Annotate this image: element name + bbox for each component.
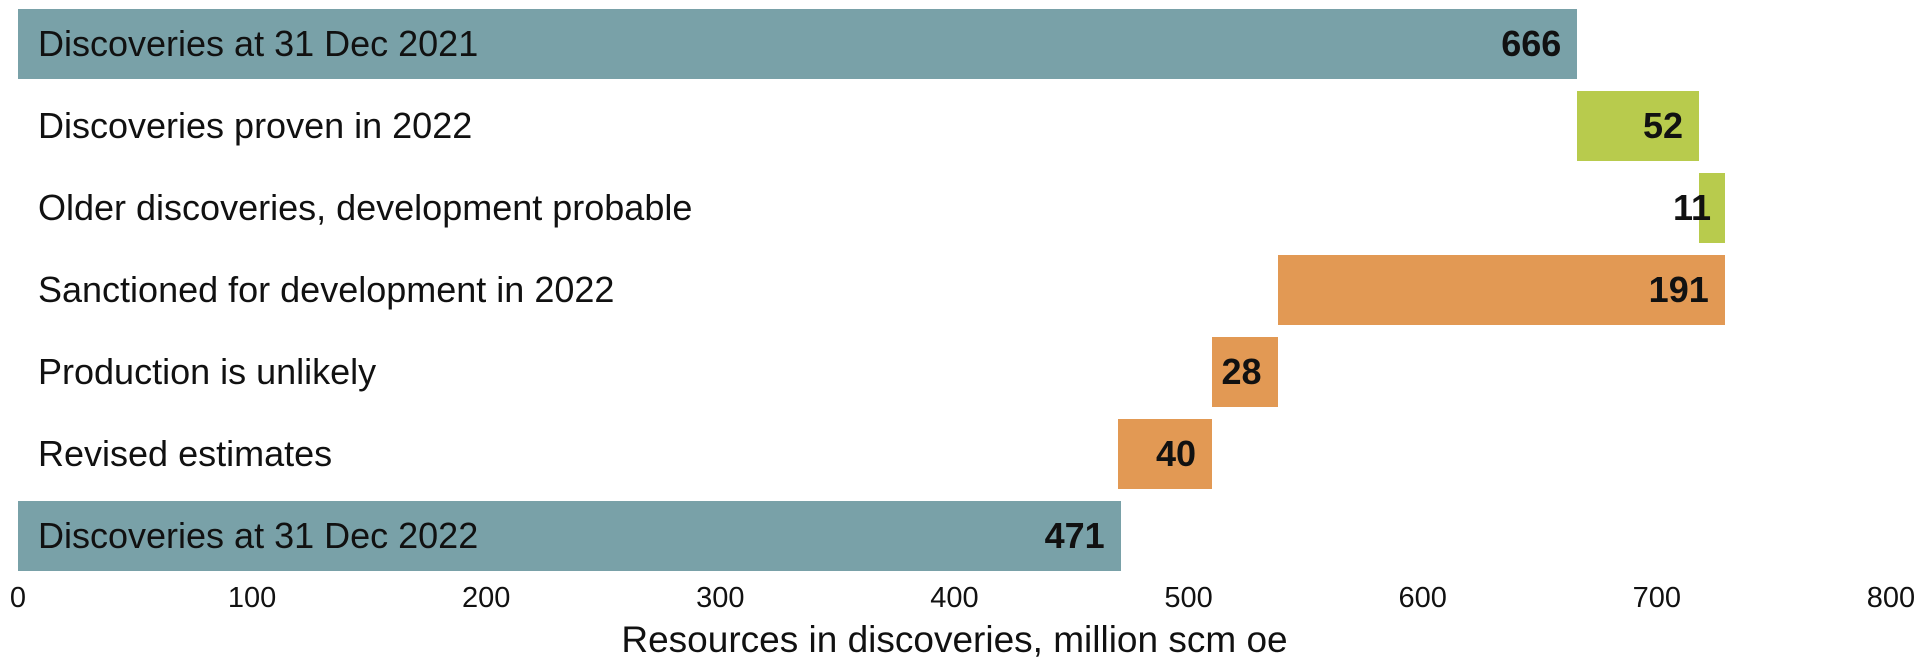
bar-value: 28	[1221, 351, 1262, 392]
x-tick-label: 100	[227, 582, 277, 614]
x-tick-label: 400	[930, 582, 979, 614]
bar-label: Discoveries at 31 Dec 2022	[38, 515, 479, 556]
bar-value: 52	[1642, 105, 1683, 146]
x-tick-label: 800	[1866, 582, 1916, 614]
x-axis-title: Resources in discoveries, million scm oe	[621, 619, 1288, 660]
bar-increase: 52	[1577, 91, 1699, 161]
x-tick-label: 300	[696, 582, 745, 614]
bar-value: 666	[1501, 23, 1562, 64]
x-tick-label: 200	[462, 582, 511, 614]
bar-value: 471	[1044, 515, 1105, 556]
x-tick-label: 500	[1164, 582, 1213, 614]
bar-value: 11	[1672, 187, 1712, 228]
bar-value: 40	[1155, 433, 1197, 474]
bar-increase	[1699, 173, 1725, 243]
bar-label: Revised estimates	[38, 433, 333, 474]
bar-label: Production is unlikely	[38, 351, 377, 392]
x-tick-label: 0	[9, 582, 27, 614]
bar-decrease: 28	[1212, 337, 1278, 407]
bar-label: Sanctioned for development in 2022	[38, 269, 615, 310]
bar-total: 471	[18, 501, 1121, 571]
bar-label: Discoveries proven in 2022	[38, 105, 473, 146]
bar-decrease: 40	[1118, 419, 1213, 489]
bar-label: Discoveries at 31 Dec 2021	[38, 23, 479, 64]
bar-decrease: 191	[1277, 255, 1725, 325]
x-tick-label: 600	[1398, 582, 1447, 614]
bar-label: Older discoveries, development probable	[38, 187, 693, 228]
bar-total: 666	[18, 9, 1578, 79]
x-tick-label: 700	[1632, 582, 1682, 614]
bar-value: 191	[1648, 269, 1709, 310]
